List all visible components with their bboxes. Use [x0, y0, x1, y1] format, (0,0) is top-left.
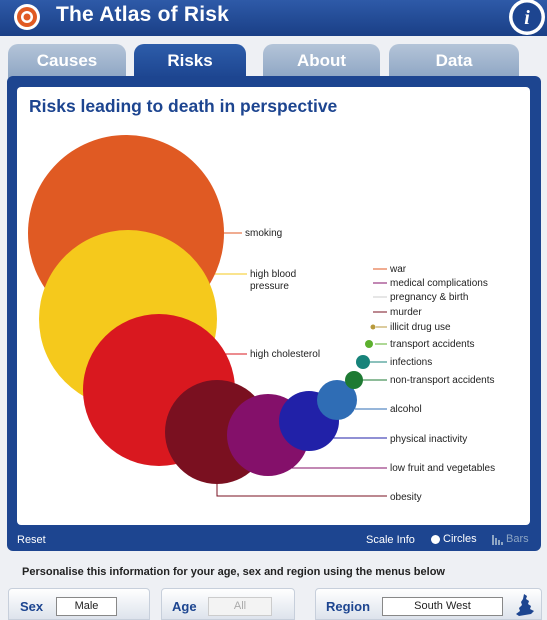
uk-map-icon — [516, 594, 534, 616]
scale-info-button[interactable]: Scale Info — [366, 534, 415, 546]
tab-data[interactable]: Data — [389, 44, 519, 78]
smoking-label: smoking — [245, 228, 282, 239]
non-transport-accidents-label: non-transport accidents — [390, 375, 495, 386]
bars-view-option[interactable]: Bars — [492, 533, 529, 545]
risk-bubble-chart: smoking high blood pressure high cholest… — [28, 135, 495, 503]
transport-accidents-label: transport accidents — [390, 339, 475, 350]
physical-inactivity-label: physical inactivity — [390, 434, 467, 445]
sex-dropdown[interactable]: Male — [56, 597, 117, 616]
info-icon-letter: i — [524, 7, 530, 29]
atlas-logo-icon — [14, 4, 40, 30]
bar-chart-icon — [492, 534, 503, 545]
tab-data-label: Data — [435, 51, 473, 70]
murder-label: murder — [390, 307, 422, 318]
personalise-text: Personalise this information for your ag… — [22, 566, 445, 578]
pregnancy-birth-label: pregnancy & birth — [390, 292, 468, 303]
high-cholesterol-label: high cholesterol — [250, 349, 320, 360]
obesity-leader-line — [216, 477, 387, 497]
obesity-label: obesity — [390, 492, 422, 503]
sex-selector: Sex Male — [8, 588, 150, 620]
app-header: The Atlas of Risk i — [0, 0, 547, 36]
high-blood-pressure-line-2: pressure — [250, 281, 289, 292]
panel-controls: Reset Scale Info Circles Bars — [7, 528, 541, 551]
infections-label: infections — [390, 357, 432, 368]
alcohol-bubble[interactable] — [317, 380, 357, 420]
non-transport-accidents-bubble[interactable] — [345, 371, 363, 389]
tab-causes[interactable]: Causes — [8, 44, 126, 78]
app-title: The Atlas of Risk — [56, 3, 229, 26]
alcohol-label: alcohol — [390, 404, 422, 415]
tab-causes-label: Causes — [36, 51, 98, 70]
medical-complications-label: medical complications — [390, 278, 488, 289]
tab-risks[interactable]: Risks — [134, 44, 246, 78]
circles-view-option[interactable]: Circles — [431, 533, 477, 545]
age-selector: Age All — [161, 588, 295, 620]
high-blood-pressure-label: high blood pressure — [250, 269, 299, 292]
sex-label: Sex — [20, 599, 44, 614]
region-selector: Region South West — [315, 588, 542, 620]
tab-about[interactable]: About — [263, 44, 380, 78]
tab-about-label: About — [296, 51, 347, 70]
illicit-drug-use-bubble[interactable] — [370, 324, 376, 330]
radio-selected-icon — [431, 534, 440, 544]
transport-accidents-bubble[interactable] — [365, 340, 373, 348]
low-fruit-and-vegetables-label: low fruit and vegetables — [390, 463, 495, 474]
age-dropdown[interactable]: All — [208, 597, 272, 616]
illicit-drug-use-label: illicit drug use — [390, 322, 451, 333]
age-label: Age — [172, 599, 197, 614]
circles-view-label: Circles — [443, 533, 477, 545]
bars-view-label: Bars — [506, 533, 529, 545]
info-icon[interactable]: i — [507, 0, 547, 37]
tab-bar: Causes Risks About Data — [0, 36, 547, 78]
war-label: war — [389, 264, 407, 275]
tab-risks-label: Risks — [167, 51, 213, 70]
infections-bubble[interactable] — [356, 355, 370, 369]
high-blood-pressure-line-1: high blood — [250, 269, 296, 280]
region-dropdown[interactable]: South West — [382, 597, 503, 616]
panel-title: Risks leading to death in perspective — [29, 96, 338, 116]
risk-panel: Risks leading to death in perspective sm… — [17, 87, 530, 525]
region-label: Region — [326, 599, 371, 614]
reset-button[interactable]: Reset — [17, 534, 46, 546]
